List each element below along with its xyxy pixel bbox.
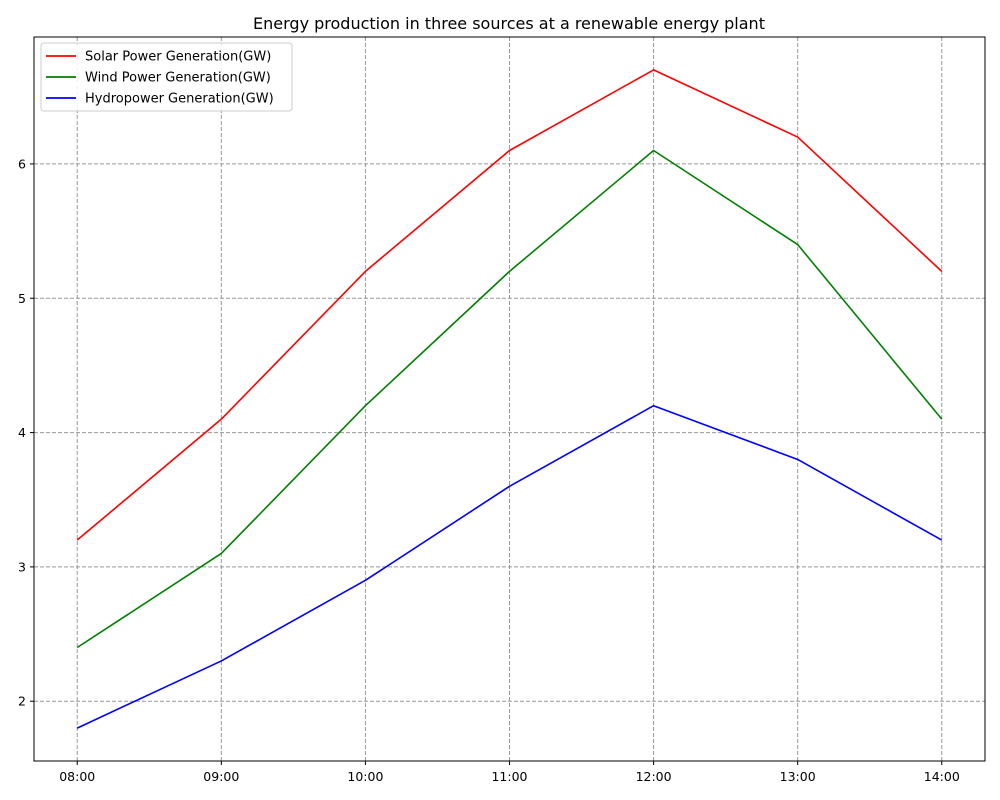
x-tick-label: 13:00 [780, 769, 816, 784]
legend-label: Wind Power Generation(GW) [85, 71, 271, 86]
series-line-2 [76, 149, 943, 649]
x-tick-label: 14:00 [924, 769, 960, 784]
x-tick-label: 09:00 [203, 769, 239, 784]
legend-label: Hydropower Generation(GW) [85, 92, 274, 107]
x-tick-label: 12:00 [636, 769, 672, 784]
y-tick-label: 4 [18, 425, 26, 440]
y-tick-label: 5 [18, 291, 26, 306]
x-axis: 08:00 09:00 10:00 11:00 12:00 13:00 14:00 [59, 761, 960, 784]
legend: Solar Power Generation(GW) Wind Power Gen… [40, 42, 293, 112]
legend-box [40, 42, 293, 112]
y-tick-label: 3 [18, 559, 26, 574]
grid-lines [34, 37, 985, 761]
x-tick-label: 11:00 [491, 769, 527, 784]
series-line-3 [76, 404, 943, 729]
series-lines [76, 69, 943, 729]
series-line-1 [76, 69, 943, 541]
y-tick-label: 2 [18, 694, 26, 709]
legend-label: Solar Power Generation(GW) [85, 50, 271, 65]
x-tick-label: 10:00 [347, 769, 383, 784]
y-axis: 2 3 4 5 6 [18, 156, 34, 709]
y-tick-label: 6 [18, 156, 26, 171]
x-tick-label: 08:00 [59, 769, 95, 784]
chart-title: Energy production in three sources at a … [253, 14, 765, 33]
